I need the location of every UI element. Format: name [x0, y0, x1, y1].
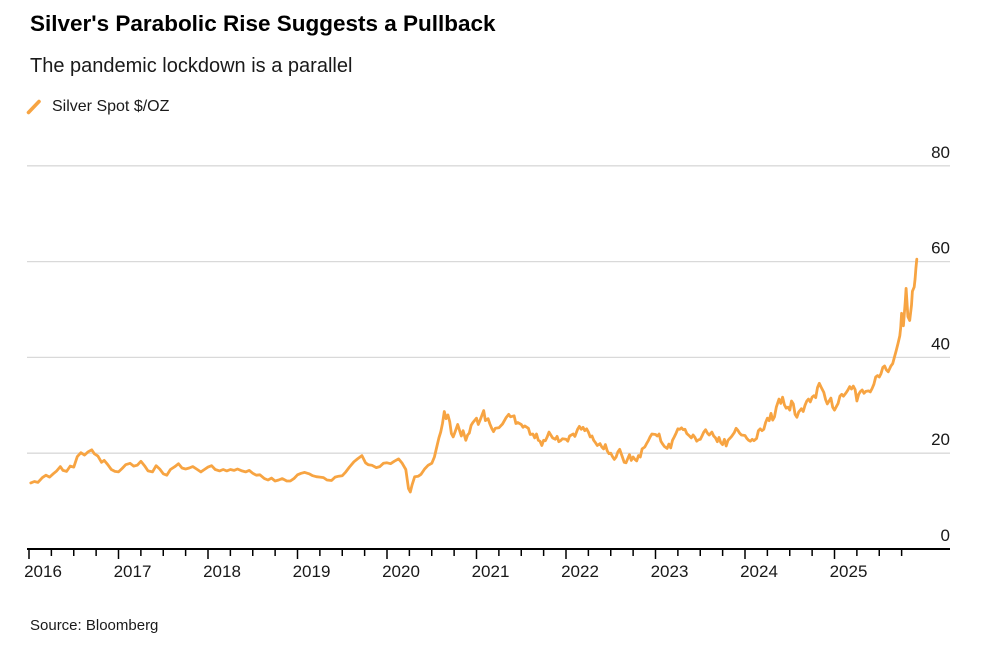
y-tick-label: 0 — [941, 526, 950, 545]
line-series-icon — [26, 99, 41, 115]
x-tick-label: 2025 — [830, 562, 868, 581]
page-title: Silver's Parabolic Rise Suggests a Pullb… — [30, 11, 496, 36]
x-tick-label: 2023 — [651, 562, 689, 581]
x-tick-label: 2021 — [472, 562, 510, 581]
page-subtitle: The pandemic lockdown is a parallel — [30, 55, 353, 77]
y-tick-label: 40 — [931, 334, 950, 353]
y-tick-label: 20 — [931, 430, 950, 449]
legend: Silver Spot $/OZ — [26, 98, 169, 116]
y-tick-label: 80 — [931, 143, 950, 162]
x-tick-label: 2024 — [740, 562, 778, 581]
silver-spot-series-line — [29, 257, 919, 494]
x-tick-label: 2017 — [114, 562, 152, 581]
x-tick-label: 2022 — [561, 562, 599, 581]
x-tick-label: 2019 — [293, 562, 331, 581]
x-tick-label: 2018 — [203, 562, 241, 581]
source-note: Source: Bloomberg — [30, 617, 159, 634]
legend-label: Silver Spot $/OZ — [52, 98, 170, 115]
y-tick-label: 60 — [931, 239, 950, 258]
x-tick-label: 2020 — [382, 562, 420, 581]
legend-line-glyph — [26, 99, 41, 115]
x-tick-label: 2016 — [24, 562, 62, 581]
